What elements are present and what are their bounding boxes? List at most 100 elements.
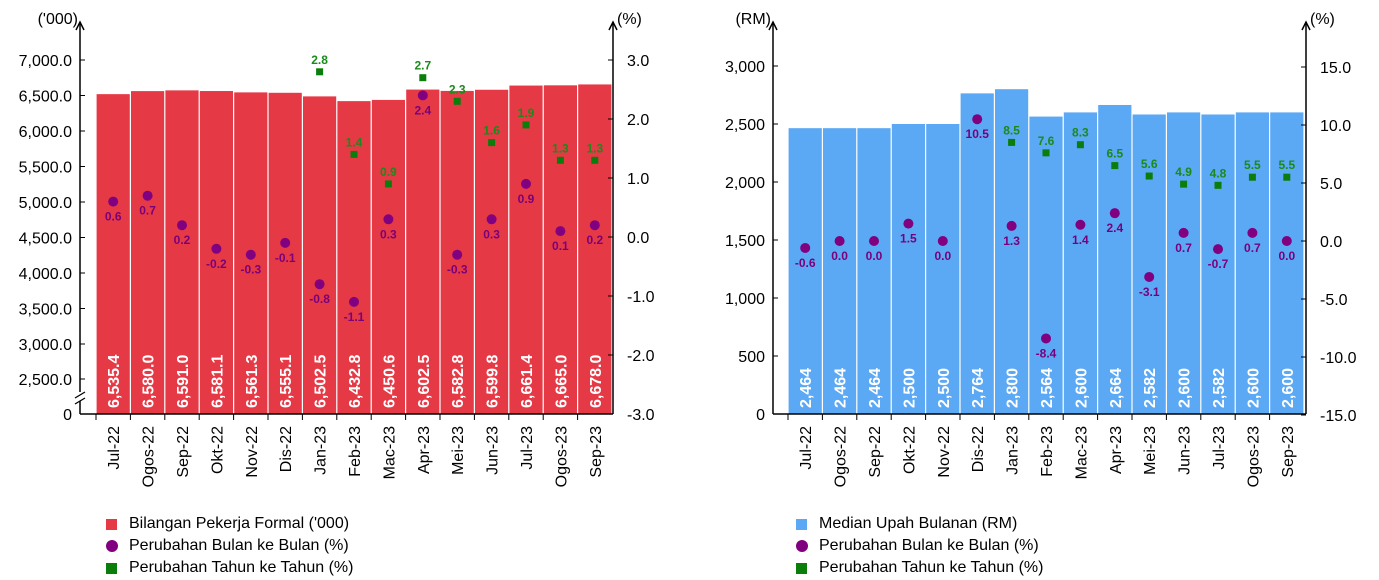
chart2-category-label: Jul-23 <box>1211 426 1228 470</box>
chart2-bar <box>1235 112 1269 415</box>
chart1-yoy-label: 2.8 <box>311 53 328 67</box>
chart1-left-tick-label: 4,000.0 <box>19 266 72 283</box>
chart1-mom-point <box>383 214 394 225</box>
chart1-bar <box>509 85 543 414</box>
chart2-category-label: Dis-22 <box>970 426 987 472</box>
legend-swatch-bar <box>796 518 807 530</box>
chart2-bar <box>1132 114 1166 414</box>
chart2-mom-label: 1.3 <box>1003 234 1020 248</box>
chart2-yoy-label: 5.5 <box>1278 158 1295 172</box>
chart2-yoy-point <box>1214 181 1222 189</box>
chart2-category-label: Apr-23 <box>1108 426 1125 474</box>
chart2-right-tick-label: 10.0 <box>1320 118 1351 135</box>
chart2-mom-label: -0.7 <box>1208 257 1229 271</box>
chart1-left-tick-label: 6,000.0 <box>19 124 72 141</box>
chart1-bar-value-label: 6,450.6 <box>381 355 398 408</box>
chart2-left-tick-label: 2,000 <box>725 175 765 192</box>
chart2-mom-label: 0.7 <box>1244 241 1261 255</box>
chart1-bar <box>165 90 199 414</box>
chart1-right-tick-label: -1.0 <box>627 289 655 306</box>
chart1-mom-label: 0.9 <box>518 192 535 206</box>
chart1-yoy-label: 1.6 <box>483 124 500 138</box>
chart2-left-tick-label: 0 <box>756 407 765 424</box>
chart1-yoy-point <box>384 180 392 188</box>
chart1-category-label: Jul-22 <box>106 426 123 470</box>
chart1-bar <box>303 96 337 414</box>
chart1-bar <box>371 99 405 415</box>
chart1-yoy-label: 1.9 <box>518 106 535 120</box>
chart2-yoy-label: 4.8 <box>1210 166 1227 180</box>
chart2-bar-value-label: 2,800 <box>1005 368 1022 408</box>
chart1-bar-value-label: 6,665.0 <box>553 355 570 408</box>
chart1-yoy-point <box>522 121 530 129</box>
chart2-bar-value-label: 2,500 <box>936 368 953 408</box>
chart1-left-tick-label: 7,000.0 <box>19 53 72 70</box>
chart1-mom-label: 0.1 <box>552 239 569 253</box>
chart1-bar-value-label: 6,432.8 <box>347 355 364 408</box>
chart2-right-tick-label: 5.0 <box>1320 176 1342 193</box>
chart1-yoy-label: 0.9 <box>380 165 397 179</box>
legend-item-mom: Perubahan Bulan ke Bulan (%) <box>106 535 353 557</box>
chart1-yoy-label: 2.3 <box>449 82 466 96</box>
chart1-category-label: Jan-23 <box>313 426 330 475</box>
chart1-bar <box>578 84 612 415</box>
chart2-mom-point <box>1247 227 1258 238</box>
chart1-mom-point <box>142 190 153 201</box>
chart2-mom-label: 10.5 <box>966 127 990 141</box>
chart2-bar-value-label: 2,464 <box>798 368 815 408</box>
chart1-mom-label: 0.6 <box>105 210 122 224</box>
chart2-mom-label: 0.0 <box>934 249 951 263</box>
chart1-bar-value-label: 6,581.1 <box>209 355 226 408</box>
chart1-mom-point <box>245 249 256 260</box>
chart1-right-tick-label: 2.0 <box>627 112 649 129</box>
chart1-bar-value-label: 6,555.1 <box>278 355 295 408</box>
chart1-bar <box>131 91 165 415</box>
chart2-bar-value-label: 2,664 <box>1108 368 1125 408</box>
chart2-category-label: Mei-23 <box>1142 426 1159 475</box>
chart1-yoy-point <box>419 74 427 82</box>
chart1-right-tick-label: -2.0 <box>627 348 655 365</box>
chart2-mom-point <box>1109 208 1120 219</box>
chart2-mom-label: 0.0 <box>831 249 848 263</box>
chart1-mom-point <box>108 196 119 207</box>
chart1-category-label: Dis-22 <box>278 426 295 472</box>
chart2-bar <box>857 128 891 414</box>
chart1-category-label: Apr-23 <box>416 426 433 474</box>
chart1-bar <box>268 92 302 414</box>
chart1-bar-value-label: 6,591.0 <box>175 355 192 408</box>
chart2-bar-value-label: 2,600 <box>1177 368 1194 408</box>
chart2-mom-point <box>972 114 983 125</box>
chart2-mom-point <box>1075 219 1086 230</box>
chart1-bar-value-label: 6,678.0 <box>588 355 605 408</box>
chart1-bar-value-label: 6,661.4 <box>519 355 536 408</box>
chart2-left-axis-unit: (RM) <box>735 11 771 28</box>
chart2-bar-value-label: 2,564 <box>1039 368 1056 408</box>
chart2-mom-label: 1.5 <box>900 232 917 246</box>
legend-swatch-mom <box>106 540 118 552</box>
chart2-category-label: Mac-23 <box>1073 426 1090 479</box>
chart2-category-label: Sep-23 <box>1280 426 1297 478</box>
chart1-bar-value-label: 6,502.5 <box>313 355 330 408</box>
chart2-bar-value-label: 2,464 <box>867 368 884 408</box>
chart2-bar-value-label: 2,500 <box>901 368 918 408</box>
chart2-bar <box>1201 114 1235 414</box>
chart1-axis-break-icon <box>74 391 86 405</box>
chart1-mom-label: 0.3 <box>483 227 500 241</box>
chart2-mom-point <box>1281 236 1292 246</box>
chart1-bar-value-label: 6,561.3 <box>244 355 261 408</box>
chart2-right-tick-label: -5.0 <box>1320 292 1348 309</box>
chart1-yoy-point <box>316 68 324 76</box>
chart2-left-tick-label: 500 <box>738 349 765 366</box>
chart1-bar-value-label: 6,580.0 <box>141 355 158 408</box>
chart2-mom-point <box>1006 220 1017 231</box>
chart2-bar <box>823 128 857 414</box>
chart1-category-label: Feb-23 <box>347 426 364 477</box>
chart2-bar <box>960 93 994 414</box>
legend-item-yoy: Perubahan Tahun ke Tahun (%) <box>796 557 1043 579</box>
chart2-yoy-label: 4.9 <box>1175 165 1192 179</box>
chart1-mom-point <box>521 178 531 189</box>
chart1-mom-point <box>349 296 359 307</box>
chart1-yoy-label: 1.4 <box>346 135 363 149</box>
chart1-mom-point <box>177 220 187 231</box>
chart2-category-label: Jul-22 <box>798 426 815 470</box>
